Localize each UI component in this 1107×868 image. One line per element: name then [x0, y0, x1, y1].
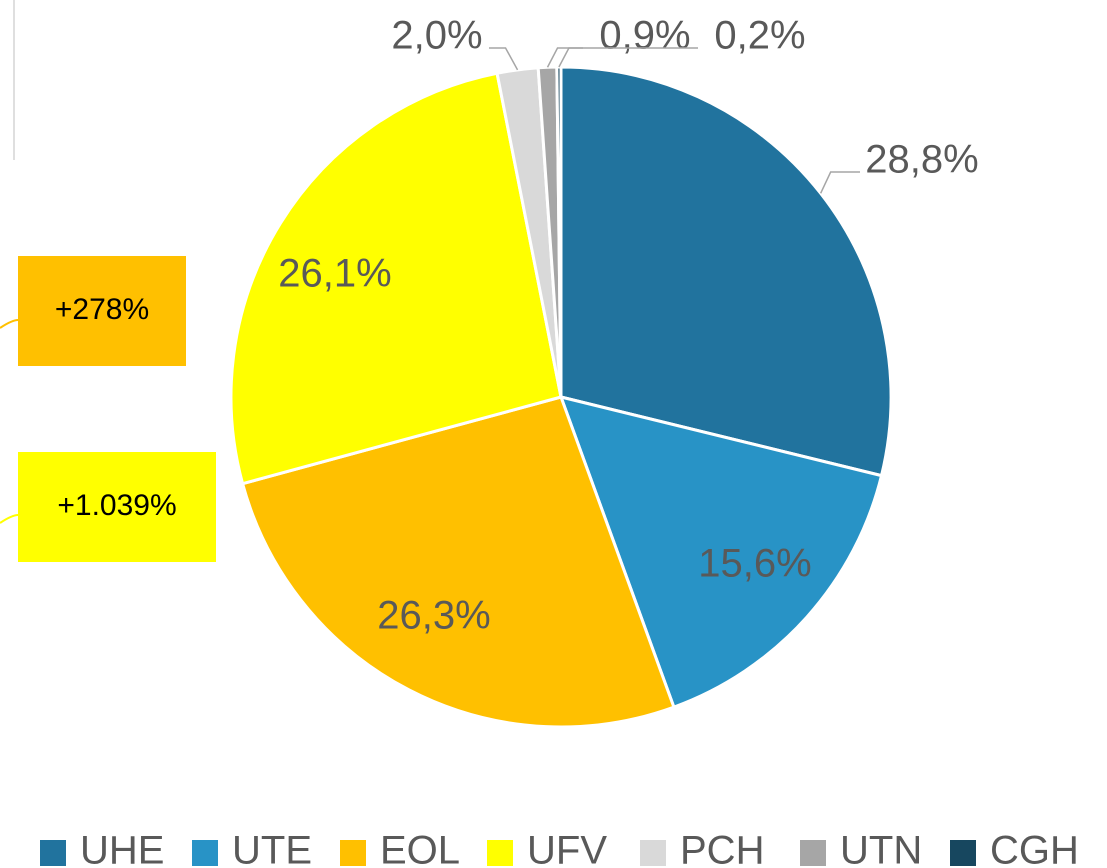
data-label: 26,1% [278, 252, 391, 296]
legend-label: UTE [232, 829, 312, 868]
leader-line [489, 47, 519, 71]
legend-swatch [800, 840, 826, 866]
data-label: 15,6% [698, 542, 811, 586]
leader-line [546, 47, 583, 68]
data-label: 0,9% [599, 14, 690, 58]
leader-line [819, 171, 860, 194]
data-label: 2,0% [391, 14, 482, 58]
annotation-text: +1.039% [57, 489, 176, 522]
data-label: 26,3% [377, 594, 490, 638]
legend-label: PCH [680, 829, 764, 868]
connector [0, 319, 19, 329]
connector [0, 514, 19, 524]
data-label: 0,2% [714, 14, 805, 58]
annotation-text: +278% [55, 293, 149, 326]
data-label: 28,8% [865, 138, 978, 182]
legend-swatch [950, 840, 976, 866]
annotation-box [18, 452, 216, 562]
pie-slice [555, 65, 563, 398]
legend: UHE UTE EOL UFV PCH UTN CGH [40, 829, 1079, 868]
pie [229, 65, 893, 729]
legend-swatch [192, 840, 218, 866]
legend-label: EOL [380, 829, 460, 868]
legend-label: UHE [80, 829, 164, 868]
legend-label: UFV [527, 829, 607, 868]
annotation-box [18, 256, 186, 366]
annotations: +278% +1.039% [0, 256, 216, 562]
legend-label: CGH [990, 829, 1079, 868]
legend-swatch [487, 840, 513, 866]
legend-swatch [640, 840, 666, 866]
leader-line [558, 47, 698, 68]
legend-label: UTN [840, 829, 922, 868]
legend-swatch [340, 840, 366, 866]
pie-slice [229, 71, 563, 486]
pie-slice [240, 395, 676, 729]
legend-swatch [40, 840, 66, 866]
labels: 28,8% 15,6% 26,3% 26,1% 2,0% 0,9% 0,2% [278, 14, 978, 638]
pie-slice [558, 394, 884, 710]
